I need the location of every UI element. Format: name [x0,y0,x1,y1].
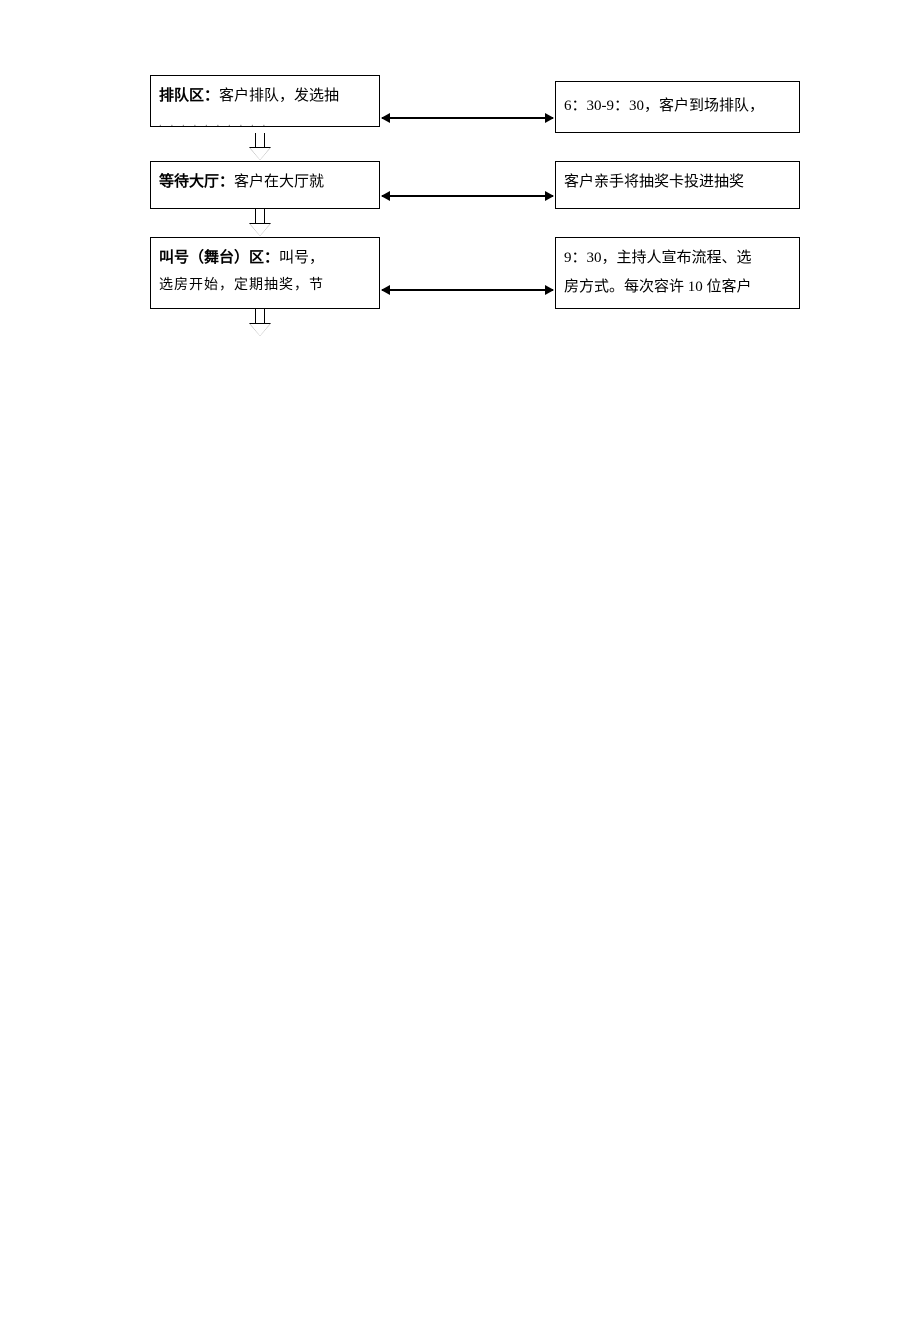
down-block-arrow-icon [250,309,270,337]
truncated-text: . . . . . . . . . . [159,113,371,128]
node-line2: 房方式。每次容许 10 位客户 [564,273,791,302]
down-block-arrow-icon [250,209,270,237]
node-title-rest: 叫号， [279,250,324,266]
node-title-rest: 客户排队，发选抽 [219,88,339,104]
node-text: 客户亲手将抽奖卡投进抽奖 [564,174,744,190]
flowchart-container: 排队区：客户排队，发选抽 . . . . . . . . . . 6：30-9：… [150,75,800,337]
node-line2: 选房开始，定期抽奖，节 [159,273,371,300]
flow-row-3: 叫号（舞台）区：叫号， 选房开始，定期抽奖，节 9：30，主持人宣布流程、选 房… [150,237,800,309]
node-title-bold: 排队区： [159,88,219,104]
node-text: 6：30-9：30，客户到场排队， [564,98,764,114]
node-queue-area: 排队区：客户排队，发选抽 . . . . . . . . . . [150,75,380,127]
flow-row-1: 排队区：客户排队，发选抽 . . . . . . . . . . 6：30-9：… [150,75,800,133]
node-stage-area: 叫号（舞台）区：叫号， 选房开始，定期抽奖，节 [150,237,380,309]
node-title-bold: 叫号（舞台）区： [159,250,279,266]
node-queue-time: 6：30-9：30，客户到场排队， [555,81,800,133]
node-title-bold: 等待大厅： [159,174,234,190]
bidirectional-arrow-icon [382,289,553,291]
node-wait-hall: 等待大厅：客户在大厅就 . . . . . . . . . [150,161,380,209]
truncated-text: . . . . . . . . . . . . . [564,199,791,210]
node-title-rest: 客户在大厅就 [234,174,324,190]
bidirectional-arrow-icon [382,195,553,197]
bidirectional-arrow-icon [382,117,553,119]
truncated-text: . . . . . . . . . [159,199,371,210]
node-host-announce: 9：30，主持人宣布流程、选 房方式。每次容许 10 位客户 [555,237,800,309]
node-lottery-card: 客户亲手将抽奖卡投进抽奖 . . . . . . . . . . . . . [555,161,800,209]
down-block-arrow-icon [250,133,270,161]
flow-row-2: 等待大厅：客户在大厅就 . . . . . . . . . 客户亲手将抽奖卡投进… [150,161,800,209]
node-line1: 9：30，主持人宣布流程、选 [564,244,791,273]
